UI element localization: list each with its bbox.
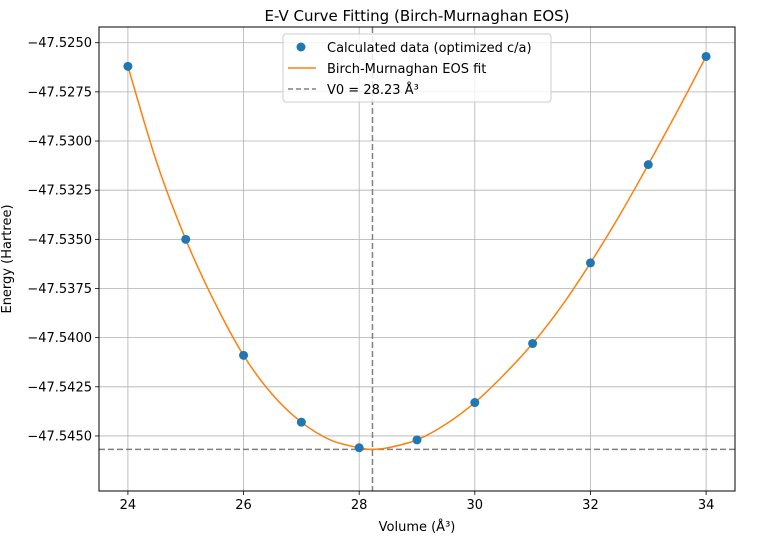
y-tick-label: −47.5325 xyxy=(27,184,92,199)
legend: Calculated data (optimized c/a) Birch-Mu… xyxy=(282,33,552,103)
legend-label-fit: Birch-Murnaghan EOS fit xyxy=(327,62,486,77)
legend-marker-scatter xyxy=(296,42,306,52)
x-tick-label: 28 xyxy=(351,498,368,513)
y-axis-label: Energy (Hartree) xyxy=(0,204,15,313)
data-point xyxy=(181,234,191,244)
chart-title: E-V Curve Fitting (Birch-Murnaghan EOS) xyxy=(264,7,569,25)
data-points-layer xyxy=(123,51,711,453)
legend-label-v0: V0 = 28.23 Å³ xyxy=(327,82,419,98)
x-tick-label: 34 xyxy=(698,498,715,513)
y-tick-label: −47.5300 xyxy=(27,135,92,150)
y-tick-label: −47.5450 xyxy=(27,429,92,444)
data-point xyxy=(470,398,480,408)
y-tick-label: −47.5425 xyxy=(27,380,92,395)
data-point xyxy=(412,435,422,445)
fit-curve-layer xyxy=(127,56,707,451)
reference-lines xyxy=(99,27,735,491)
data-point xyxy=(296,417,306,427)
y-tick-label: −47.5400 xyxy=(27,331,92,346)
y-tick-label: −47.5350 xyxy=(27,233,92,248)
y-tick-label: −47.5250 xyxy=(27,36,92,51)
x-tick-label: 30 xyxy=(467,498,484,513)
x-tick-label: 26 xyxy=(235,498,252,513)
y-axis-ticks: −47.5250 −47.5275 −47.5300 −47.5325 −47.5350… xyxy=(27,36,99,444)
x-axis-ticks: 24 26 28 30 32 34 xyxy=(120,491,715,513)
x-tick-label: 32 xyxy=(582,498,599,513)
data-point xyxy=(585,258,595,268)
data-point xyxy=(643,160,653,170)
legend-box xyxy=(282,33,552,103)
x-tick-label: 24 xyxy=(120,498,137,513)
data-point xyxy=(354,443,364,453)
y-tick-label: −47.5375 xyxy=(27,282,92,297)
plot-area-frame xyxy=(98,26,736,492)
fit-curve-line xyxy=(127,56,707,451)
data-point xyxy=(239,350,249,360)
legend-label-scatter: Calculated data (optimized c/a) xyxy=(327,41,532,56)
data-point xyxy=(123,61,133,71)
data-point xyxy=(528,339,538,349)
y-tick-label: −47.5275 xyxy=(27,85,92,100)
x-axis-label: Volume (Å³) xyxy=(379,519,456,535)
data-point xyxy=(701,51,711,61)
